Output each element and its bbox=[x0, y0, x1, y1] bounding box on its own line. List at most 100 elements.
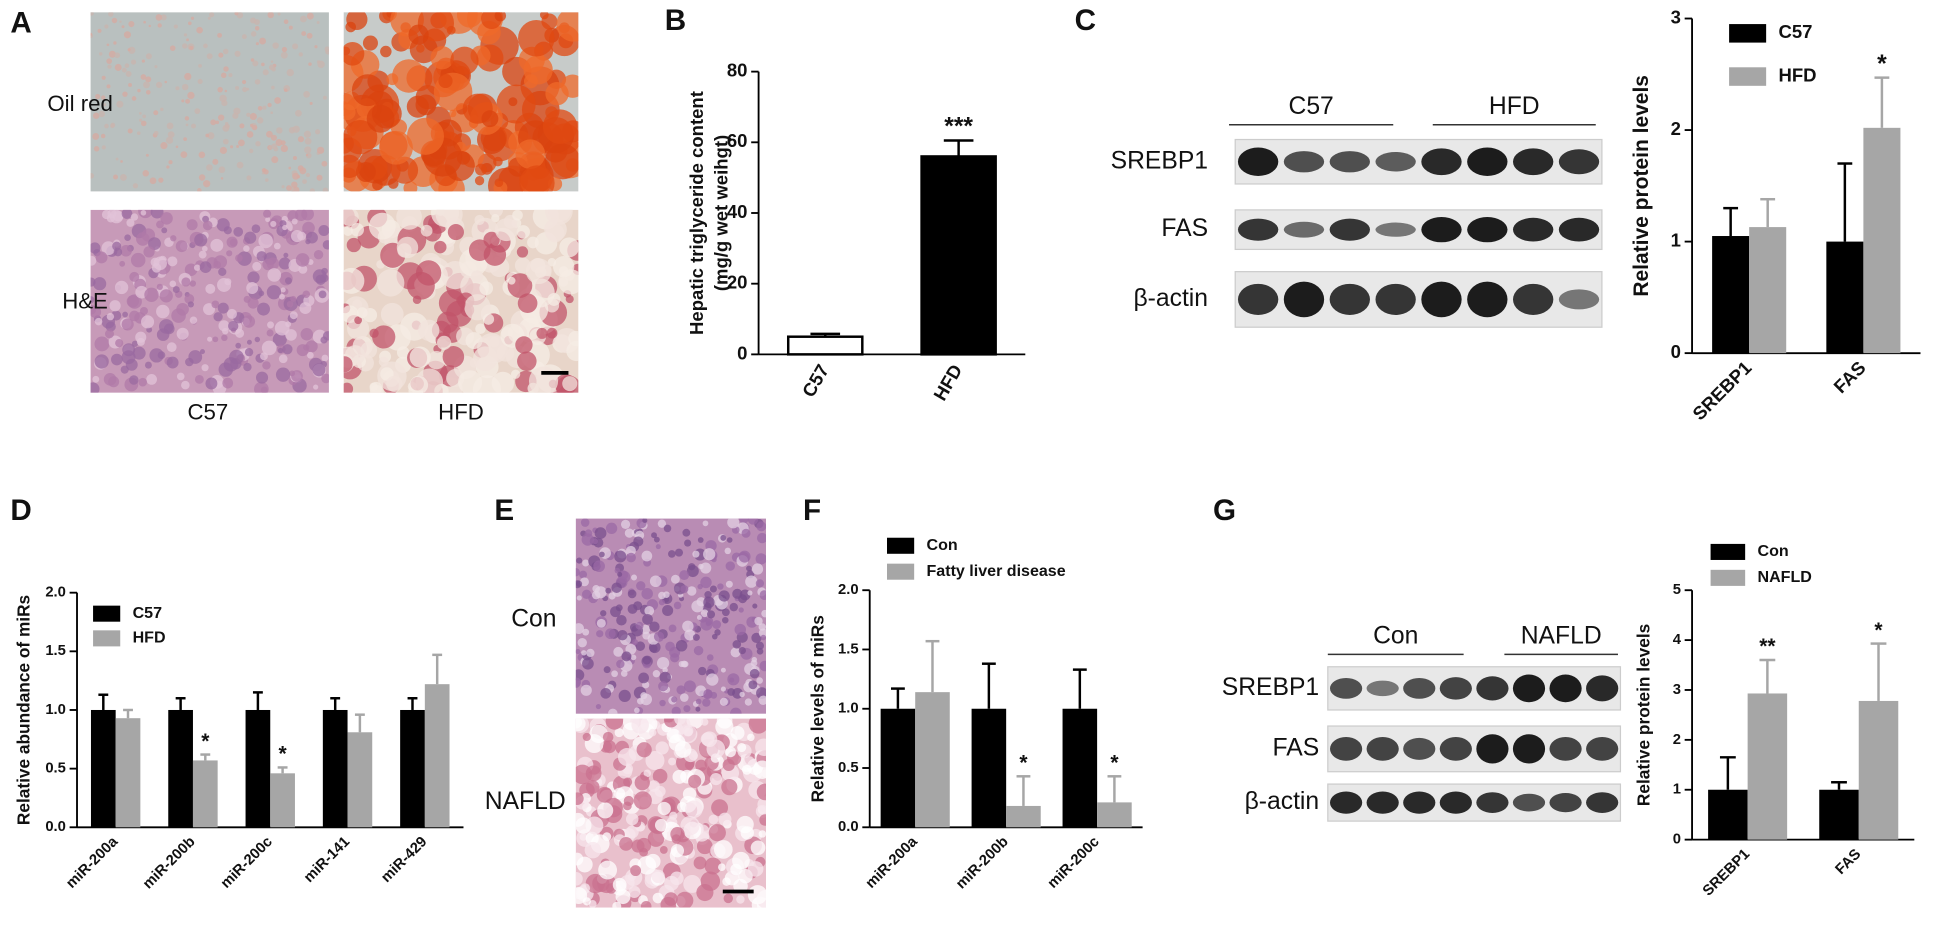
cell bbox=[442, 345, 465, 368]
cell bbox=[309, 188, 316, 192]
cell bbox=[600, 687, 612, 699]
cell bbox=[217, 302, 229, 314]
cell bbox=[129, 375, 139, 385]
cell bbox=[744, 698, 752, 706]
cell bbox=[684, 629, 696, 641]
cell bbox=[160, 107, 164, 112]
y-tick-label: 60 bbox=[727, 130, 748, 151]
blot-band bbox=[1586, 675, 1619, 702]
cell bbox=[247, 297, 259, 309]
cell bbox=[185, 123, 189, 127]
cell bbox=[184, 116, 190, 121]
y-tick-label: 2.0 bbox=[45, 585, 66, 601]
cell bbox=[695, 698, 702, 705]
cell bbox=[372, 325, 396, 349]
cell bbox=[354, 316, 363, 325]
x-tick-label: FAS bbox=[1829, 357, 1869, 397]
cell bbox=[141, 59, 145, 63]
cell bbox=[212, 336, 219, 343]
cell bbox=[305, 172, 311, 178]
cell bbox=[261, 62, 265, 67]
y-tick-label: 0 bbox=[1671, 341, 1681, 362]
cell bbox=[636, 581, 646, 591]
cell bbox=[313, 384, 319, 390]
cell bbox=[217, 86, 223, 93]
cell bbox=[181, 99, 185, 103]
cell bbox=[698, 563, 704, 570]
cell bbox=[176, 327, 189, 340]
blot-band bbox=[1549, 736, 1582, 761]
cell bbox=[292, 43, 299, 50]
bar bbox=[1863, 127, 1901, 354]
cell bbox=[167, 131, 175, 139]
cell bbox=[94, 336, 110, 352]
cell bbox=[633, 791, 652, 810]
micrograph-texture bbox=[575, 518, 767, 714]
cell bbox=[131, 96, 137, 101]
blot-band bbox=[1476, 676, 1509, 701]
cell bbox=[257, 302, 270, 316]
cell bbox=[611, 670, 618, 678]
cell bbox=[225, 124, 229, 128]
cell bbox=[223, 357, 239, 372]
cell bbox=[232, 112, 239, 119]
cell bbox=[644, 605, 655, 616]
cell bbox=[576, 595, 582, 601]
cell bbox=[94, 354, 109, 369]
cell bbox=[688, 774, 702, 788]
bar bbox=[1708, 789, 1748, 840]
cell bbox=[124, 63, 130, 68]
cell bbox=[642, 613, 653, 625]
cell bbox=[222, 138, 229, 145]
y-tick-label: 1 bbox=[1673, 782, 1681, 798]
cell bbox=[641, 550, 653, 562]
cell bbox=[682, 787, 697, 801]
protein-label: β-actin bbox=[1245, 788, 1320, 815]
cell bbox=[230, 145, 234, 149]
cell bbox=[582, 628, 590, 636]
column-label: C57 bbox=[188, 400, 229, 425]
cell bbox=[136, 337, 145, 346]
cell bbox=[615, 604, 623, 612]
cell bbox=[104, 24, 109, 29]
x-tick-label: miR-141 bbox=[301, 834, 353, 886]
cell bbox=[595, 703, 602, 710]
cell bbox=[199, 261, 212, 273]
cell bbox=[277, 347, 284, 354]
cell bbox=[140, 210, 147, 216]
cell bbox=[164, 80, 167, 84]
cell bbox=[132, 183, 139, 189]
legend-label: Con bbox=[1758, 542, 1789, 560]
cell bbox=[727, 673, 740, 686]
cell bbox=[386, 375, 403, 392]
cell bbox=[266, 285, 282, 300]
cell bbox=[223, 226, 232, 235]
cell bbox=[281, 46, 288, 53]
cell bbox=[635, 641, 646, 651]
cell bbox=[516, 225, 530, 239]
cell bbox=[145, 90, 151, 95]
cell bbox=[264, 178, 269, 182]
cell bbox=[673, 601, 682, 610]
cell bbox=[289, 311, 298, 320]
cell bbox=[288, 25, 293, 30]
cell bbox=[274, 97, 281, 104]
cell bbox=[138, 377, 147, 387]
cell bbox=[302, 179, 307, 184]
cell bbox=[618, 689, 631, 703]
cell bbox=[213, 312, 223, 322]
cell bbox=[142, 114, 147, 119]
cell bbox=[709, 773, 723, 786]
cell bbox=[380, 45, 392, 58]
cell bbox=[758, 830, 767, 838]
cell bbox=[99, 52, 103, 56]
cell bbox=[669, 811, 678, 820]
cell bbox=[598, 860, 618, 880]
cell bbox=[194, 233, 208, 247]
cell bbox=[608, 708, 618, 714]
cell bbox=[740, 826, 754, 840]
cell bbox=[738, 646, 746, 655]
cell bbox=[477, 333, 507, 363]
cell bbox=[205, 133, 210, 138]
cell bbox=[624, 528, 635, 538]
